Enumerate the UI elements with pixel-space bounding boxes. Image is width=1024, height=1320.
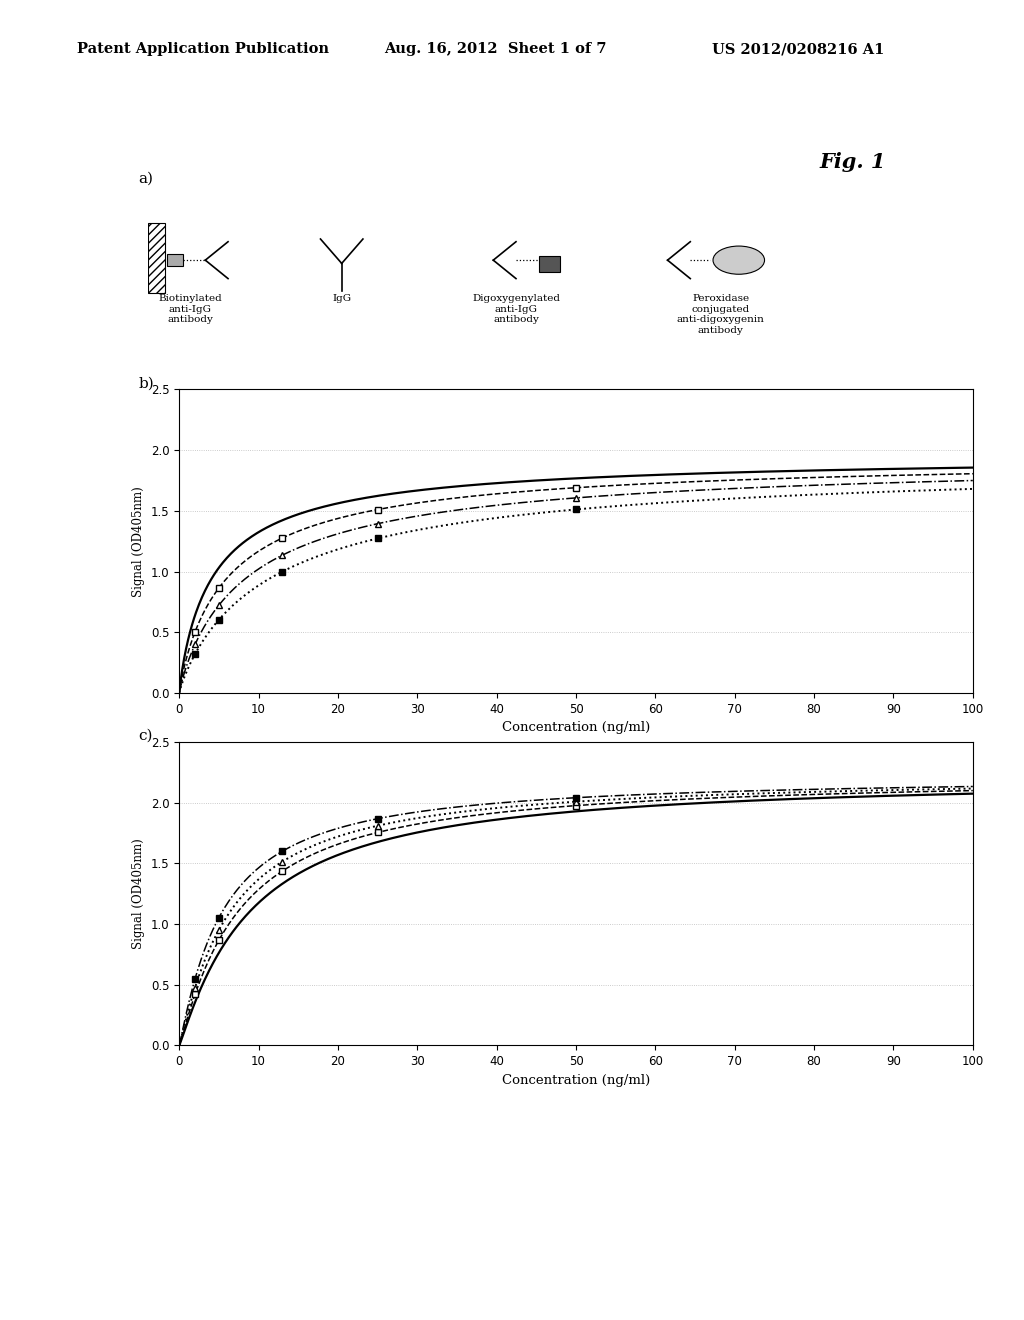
Text: b): b) — [138, 376, 154, 391]
Text: Patent Application Publication: Patent Application Publication — [77, 42, 329, 57]
Text: Fig. 1: Fig. 1 — [819, 152, 886, 172]
Text: a): a) — [138, 172, 154, 186]
Bar — [148, 223, 165, 293]
Text: Peroxidase
conjugated
anti-digoxygenin
antibody: Peroxidase conjugated anti-digoxygenin a… — [677, 294, 765, 334]
Bar — [539, 256, 560, 272]
Bar — [167, 255, 183, 267]
Y-axis label: Signal (OD405nm): Signal (OD405nm) — [132, 486, 145, 597]
Text: Aug. 16, 2012  Sheet 1 of 7: Aug. 16, 2012 Sheet 1 of 7 — [384, 42, 606, 57]
Ellipse shape — [713, 246, 765, 275]
Text: Digoxygenylated
anti-IgG
antibody: Digoxygenylated anti-IgG antibody — [472, 294, 560, 325]
X-axis label: Concentration (ng/ml): Concentration (ng/ml) — [502, 1073, 650, 1086]
X-axis label: Concentration (ng/ml): Concentration (ng/ml) — [502, 721, 650, 734]
Y-axis label: Signal (OD405nm): Signal (OD405nm) — [132, 838, 145, 949]
Text: Biotinylated
anti-IgG
antibody: Biotinylated anti-IgG antibody — [159, 294, 222, 325]
Text: c): c) — [138, 729, 153, 743]
Text: US 2012/0208216 A1: US 2012/0208216 A1 — [712, 42, 884, 57]
Text: IgG: IgG — [332, 294, 351, 304]
